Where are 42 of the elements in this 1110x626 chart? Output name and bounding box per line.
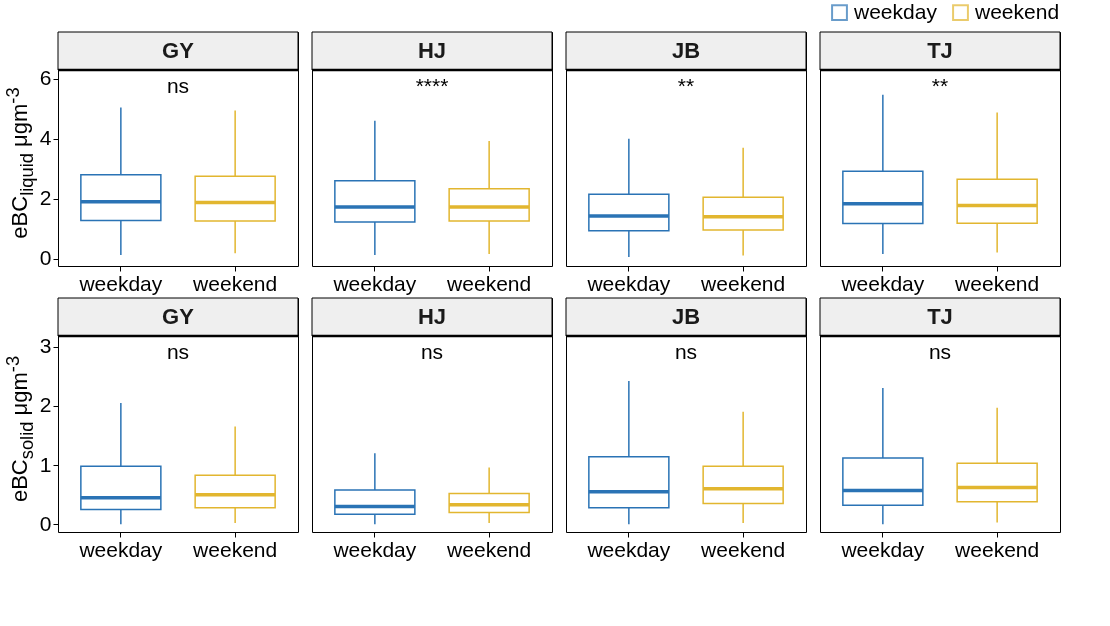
y-tick-label: 0 (39, 246, 52, 270)
y-tick-label: 6 (39, 66, 52, 90)
annotation: ** (677, 74, 695, 97)
chart-title: JB (671, 304, 701, 329)
x-tick-label: weekend (954, 537, 1040, 561)
annotation: ns (420, 340, 444, 363)
annotation: **** (415, 74, 449, 97)
y-tick-label: 0 (39, 511, 52, 535)
chart-title: GY (162, 304, 195, 329)
x-tick-label: weekend (446, 537, 532, 561)
x-tick-label: weekend (192, 271, 278, 295)
y-tick-label: 3 (39, 334, 52, 358)
y-tick-label: 2 (39, 186, 52, 210)
x-tick-label: weekday (332, 271, 417, 295)
x-tick-label: weekday (586, 537, 671, 561)
legend-label: weekend (974, 0, 1060, 23)
legend-label: weekday (853, 0, 938, 23)
chart-title: TJ (927, 304, 953, 329)
y-tick-label: 4 (39, 126, 52, 150)
x-tick-label: weekend (954, 271, 1040, 295)
x-tick-label: weekend (446, 271, 532, 295)
x-tick-label: weekday (78, 537, 163, 561)
chart-title: TJ (927, 38, 953, 63)
annotation: ns (166, 74, 190, 97)
x-tick-label: weekday (840, 271, 925, 295)
x-tick-label: weekday (840, 537, 925, 561)
chart-title: GY (162, 38, 195, 63)
x-tick-label: weekday (332, 537, 417, 561)
annotation: ns (928, 340, 952, 363)
annotation: ns (674, 340, 698, 363)
x-tick-label: weekday (586, 271, 671, 295)
chart-title: HJ (417, 38, 447, 63)
chart-title: JB (671, 38, 701, 63)
x-tick-label: weekend (700, 271, 786, 295)
chart-title: HJ (417, 304, 447, 329)
y-tick-label: 2 (39, 393, 52, 417)
annotation: ns (166, 340, 190, 363)
y-tick-label: 1 (39, 452, 52, 476)
x-tick-label: weekend (192, 537, 278, 561)
x-tick-label: weekend (700, 537, 786, 561)
annotation: ** (931, 74, 949, 97)
x-tick-label: weekday (78, 271, 163, 295)
